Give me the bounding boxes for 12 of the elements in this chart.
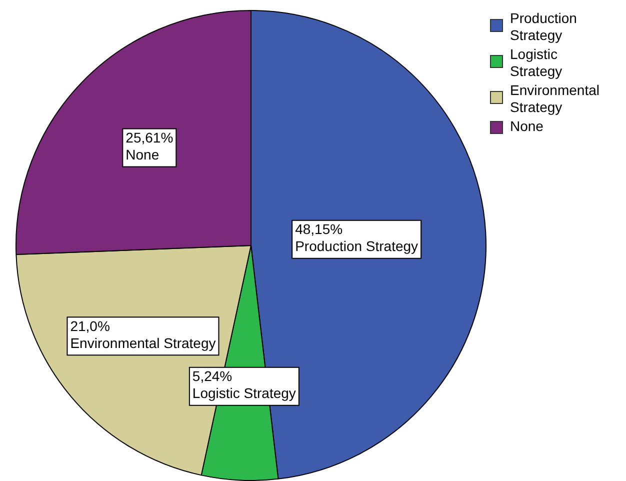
data-label: 48,15% — [295, 221, 343, 238]
legend-label: Logistic Strategy — [510, 46, 564, 80]
data-label: 25,61% — [126, 130, 174, 146]
slice-label: None — [126, 146, 160, 163]
slice-label: Logistic Strategy — [192, 385, 296, 402]
slice-label: Production Strategy — [295, 238, 418, 254]
data-label: 21,0% — [70, 318, 110, 334]
legend-label: None — [510, 118, 544, 135]
slice-label: Environmental Strategy — [70, 334, 216, 351]
legend-label: Environmental Strategy — [510, 82, 600, 116]
legend-label: Production Strategy — [510, 10, 578, 44]
data-label: 5,24% — [192, 368, 232, 384]
